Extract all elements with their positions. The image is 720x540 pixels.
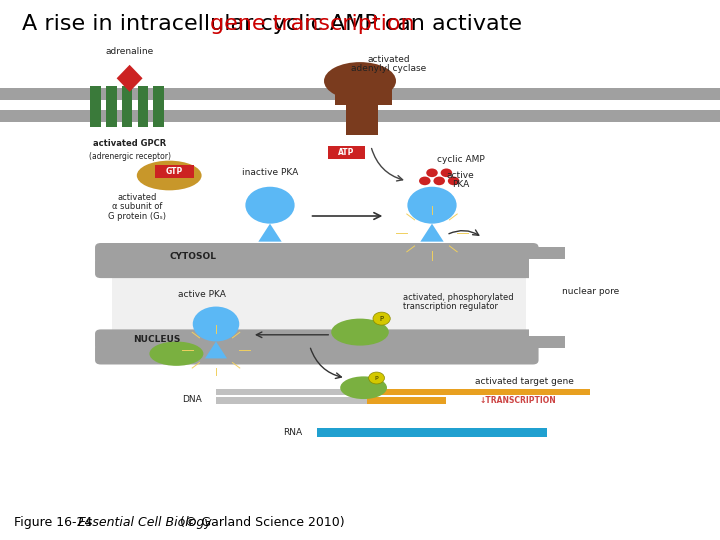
Polygon shape [117, 65, 143, 92]
Text: Essential Cell Biology: Essential Cell Biology [78, 516, 212, 529]
FancyBboxPatch shape [101, 247, 533, 259]
FancyBboxPatch shape [101, 348, 533, 360]
Text: ATP: ATP [338, 148, 354, 157]
Ellipse shape [341, 376, 387, 399]
FancyBboxPatch shape [529, 247, 565, 259]
FancyBboxPatch shape [216, 389, 367, 395]
FancyBboxPatch shape [95, 329, 539, 350]
FancyBboxPatch shape [0, 110, 720, 122]
Circle shape [408, 187, 456, 224]
FancyBboxPatch shape [328, 146, 365, 159]
FancyBboxPatch shape [101, 334, 533, 346]
FancyBboxPatch shape [122, 86, 132, 127]
Text: adrenaline: adrenaline [105, 47, 154, 56]
Circle shape [246, 187, 294, 224]
Ellipse shape [150, 342, 204, 366]
Circle shape [193, 307, 239, 341]
FancyBboxPatch shape [138, 86, 148, 127]
FancyBboxPatch shape [90, 86, 101, 127]
FancyBboxPatch shape [529, 256, 565, 348]
FancyBboxPatch shape [0, 88, 720, 100]
Text: cyclic AMP: cyclic AMP [437, 155, 485, 164]
Text: active: active [447, 171, 474, 180]
FancyBboxPatch shape [112, 274, 526, 334]
Text: activated: activated [117, 193, 156, 201]
Text: A rise in intracellular cyclic AMP can activate: A rise in intracellular cyclic AMP can a… [22, 14, 528, 35]
FancyBboxPatch shape [346, 86, 378, 135]
Circle shape [441, 168, 452, 177]
Text: (adrenergic receptor): (adrenergic receptor) [89, 152, 171, 161]
Text: transcription regulator: transcription regulator [403, 302, 498, 310]
FancyBboxPatch shape [106, 86, 117, 127]
FancyBboxPatch shape [95, 344, 539, 365]
FancyBboxPatch shape [155, 165, 194, 178]
FancyBboxPatch shape [367, 397, 590, 404]
Polygon shape [258, 224, 282, 241]
Ellipse shape [331, 319, 389, 346]
Text: Figure 16-24: Figure 16-24 [14, 516, 101, 529]
Circle shape [448, 177, 459, 185]
Text: CYTOSOL: CYTOSOL [169, 252, 216, 261]
Text: GTP: GTP [166, 167, 183, 176]
Text: DNA: DNA [182, 395, 202, 404]
Text: (© Garland Science 2010): (© Garland Science 2010) [176, 516, 345, 529]
Text: P: P [379, 315, 384, 322]
Circle shape [373, 312, 390, 325]
Ellipse shape [137, 160, 202, 191]
Text: activated: activated [367, 55, 410, 64]
Text: activated GPCR: activated GPCR [93, 139, 166, 147]
Polygon shape [420, 224, 444, 241]
Circle shape [419, 177, 431, 185]
Text: active PKA: active PKA [178, 290, 225, 299]
FancyBboxPatch shape [216, 397, 367, 404]
Text: NUCLEUS: NUCLEUS [133, 335, 181, 343]
Text: adenylyl cyclase: adenylyl cyclase [351, 64, 426, 73]
FancyBboxPatch shape [153, 86, 164, 127]
FancyBboxPatch shape [446, 397, 590, 404]
Text: inactive PKA: inactive PKA [242, 168, 298, 177]
Text: P: P [374, 375, 379, 381]
Text: ↓TRANSCRIPTION: ↓TRANSCRIPTION [480, 396, 557, 405]
FancyBboxPatch shape [95, 258, 539, 278]
Text: G protein (Gₛ): G protein (Gₛ) [108, 212, 166, 221]
Text: RNA: RNA [283, 428, 302, 437]
Text: α subunit of: α subunit of [112, 202, 162, 211]
FancyBboxPatch shape [335, 84, 392, 105]
FancyBboxPatch shape [95, 243, 539, 264]
FancyBboxPatch shape [367, 389, 590, 395]
Text: gene transcription: gene transcription [210, 14, 415, 35]
FancyBboxPatch shape [101, 262, 533, 274]
Circle shape [426, 168, 438, 177]
Text: activated target gene: activated target gene [475, 377, 574, 386]
Ellipse shape [324, 62, 396, 100]
Circle shape [369, 372, 384, 384]
FancyBboxPatch shape [317, 428, 547, 437]
Text: nuclear pore: nuclear pore [562, 287, 619, 296]
Polygon shape [205, 341, 227, 359]
Text: activated, phosphorylated: activated, phosphorylated [403, 293, 514, 301]
FancyBboxPatch shape [529, 336, 565, 348]
Text: PKA: PKA [452, 180, 469, 189]
Circle shape [433, 177, 445, 185]
